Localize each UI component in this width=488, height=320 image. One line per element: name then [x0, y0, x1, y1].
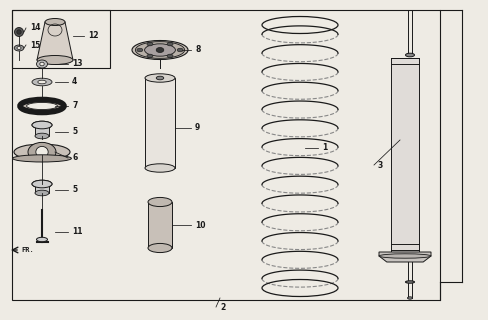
- Polygon shape: [37, 22, 73, 60]
- Ellipse shape: [15, 28, 23, 36]
- Ellipse shape: [145, 164, 175, 172]
- Ellipse shape: [147, 42, 153, 46]
- Ellipse shape: [37, 55, 73, 65]
- Bar: [35, 184, 49, 193]
- Ellipse shape: [17, 46, 21, 50]
- Bar: [12, 10, 440, 300]
- Ellipse shape: [45, 19, 65, 26]
- Ellipse shape: [177, 48, 183, 52]
- Ellipse shape: [40, 62, 44, 66]
- Text: 2: 2: [220, 302, 225, 311]
- Text: 9: 9: [195, 124, 200, 132]
- Text: 4: 4: [72, 77, 77, 86]
- Ellipse shape: [406, 53, 414, 57]
- Text: 7: 7: [72, 101, 78, 110]
- Ellipse shape: [37, 237, 47, 242]
- Text: 15: 15: [30, 41, 41, 50]
- Ellipse shape: [407, 297, 412, 299]
- Ellipse shape: [20, 100, 64, 113]
- Text: 6: 6: [72, 154, 77, 163]
- Ellipse shape: [32, 121, 52, 129]
- Ellipse shape: [147, 54, 153, 58]
- Ellipse shape: [148, 244, 172, 252]
- Ellipse shape: [379, 254, 431, 258]
- Ellipse shape: [167, 42, 173, 46]
- Text: FR.: FR.: [21, 247, 34, 253]
- Ellipse shape: [14, 144, 70, 160]
- Ellipse shape: [27, 102, 58, 109]
- Ellipse shape: [137, 48, 143, 52]
- Text: 10: 10: [195, 220, 205, 229]
- Text: 8: 8: [195, 45, 201, 54]
- Ellipse shape: [38, 80, 46, 84]
- Polygon shape: [379, 252, 431, 262]
- Bar: [148, 202, 172, 248]
- Ellipse shape: [167, 54, 173, 58]
- Text: 5: 5: [72, 186, 77, 195]
- Bar: [12, 10, 110, 68]
- Ellipse shape: [32, 180, 52, 188]
- Ellipse shape: [32, 180, 52, 188]
- Ellipse shape: [148, 197, 172, 207]
- Text: 1: 1: [322, 143, 327, 153]
- Text: 5: 5: [72, 127, 77, 137]
- Ellipse shape: [35, 133, 49, 139]
- Bar: [145, 78, 175, 168]
- Ellipse shape: [36, 146, 48, 157]
- Ellipse shape: [17, 30, 21, 34]
- Text: 3: 3: [378, 161, 383, 170]
- Ellipse shape: [35, 190, 49, 196]
- Ellipse shape: [135, 42, 184, 58]
- Text: 14: 14: [30, 23, 41, 33]
- Ellipse shape: [406, 281, 414, 283]
- Ellipse shape: [156, 76, 164, 80]
- Ellipse shape: [32, 121, 52, 129]
- Ellipse shape: [145, 74, 175, 82]
- Ellipse shape: [13, 155, 71, 162]
- Ellipse shape: [32, 78, 52, 86]
- Text: 12: 12: [88, 31, 99, 41]
- Ellipse shape: [132, 41, 188, 60]
- Ellipse shape: [14, 45, 24, 51]
- Bar: [35, 125, 49, 136]
- Text: 13: 13: [72, 60, 82, 68]
- Ellipse shape: [156, 47, 164, 52]
- Ellipse shape: [144, 44, 175, 56]
- Ellipse shape: [28, 142, 56, 162]
- Bar: [391, 58, 419, 252]
- Text: 11: 11: [72, 228, 82, 236]
- Ellipse shape: [37, 60, 47, 68]
